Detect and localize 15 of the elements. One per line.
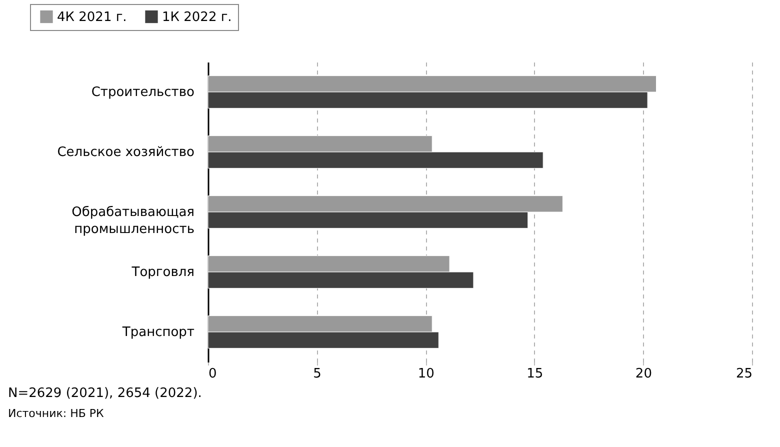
text: N=2629 (2021), 2654 (2022). — [8, 386, 202, 401]
x-tick-label: 20 — [635, 366, 652, 382]
text: Источник: НБ РК — [8, 407, 105, 420]
x-tick-label: 15 — [526, 366, 544, 382]
x-tick-label: 5 — [313, 366, 322, 382]
legend-label: 1К 2022 г. — [162, 10, 232, 25]
y-tick-label: Сельское хозяйство — [57, 145, 195, 160]
x-tick-label: 25 — [736, 366, 752, 382]
y-tick-label: Строительство — [91, 85, 195, 100]
y-tick-label: Транспорт — [121, 325, 195, 340]
y-tick-label: Торговля — [130, 265, 194, 280]
y-tick-label: Обрабатывающая промышленность — [72, 205, 194, 237]
legend-label: 4К 2021 г. — [57, 10, 127, 25]
x-tick-label: 0 — [208, 366, 217, 382]
x-tick-label: 10 — [418, 366, 434, 382]
